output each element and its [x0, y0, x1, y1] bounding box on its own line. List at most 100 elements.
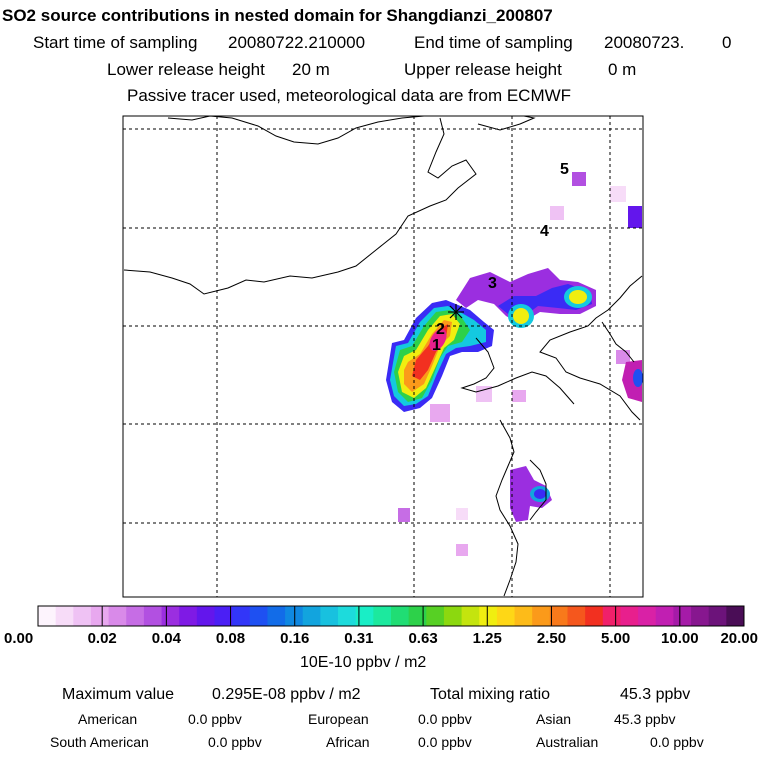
colorbar-tick-label: 0.16 [280, 630, 310, 647]
region-name: South American [50, 734, 149, 750]
colorbar-cell [443, 606, 462, 626]
source-label-5: 5 [560, 161, 569, 178]
colorbar-cell [249, 606, 268, 626]
colorbar-cell [196, 606, 215, 626]
colorbar-cell [461, 606, 480, 626]
end-time-value: 20080723. [604, 33, 685, 52]
coastline [601, 321, 635, 363]
source-label-3: 3 [488, 275, 497, 292]
region-value: 45.3 ppbv [614, 711, 676, 727]
colorbar-cell [479, 606, 498, 626]
colorbar-cell [302, 606, 321, 626]
plume-patch [572, 172, 586, 186]
map-frame [122, 115, 644, 598]
colorbar-cell [267, 606, 286, 626]
colorbar-tick-label: 5.00 [601, 630, 631, 647]
colorbar-cell [126, 606, 145, 626]
colorbar-cell [320, 606, 339, 626]
plume-patch [476, 386, 492, 402]
colorbar-cell [355, 606, 374, 626]
source-label-4: 4 [540, 223, 549, 240]
colorbar-cell [638, 606, 657, 626]
colorbar-cell [143, 606, 162, 626]
start-time-label: Start time of sampling [33, 33, 198, 52]
upper-release-value: 0 m [608, 60, 637, 79]
plume-patch [430, 404, 450, 422]
plume-patch [610, 186, 626, 202]
plume-hotspot [569, 290, 587, 304]
plume-patch [616, 350, 630, 364]
plume-layer [386, 172, 643, 556]
colorbar-cell [567, 606, 586, 626]
tracer-note: Passive tracer used, meteorological data… [127, 86, 572, 105]
region-name: Asian [536, 711, 572, 727]
colorbar-cell [90, 606, 109, 626]
plume-patch [398, 508, 410, 522]
plume-hotspot [513, 308, 529, 324]
colorbar-cell [55, 606, 74, 626]
colorbar-cell [496, 606, 515, 626]
colorbar-tick-label: 2.50 [536, 630, 567, 647]
region-value: 0.0 ppbv [650, 734, 704, 750]
upper-release-label: Upper release height [404, 60, 562, 79]
coastline [539, 275, 643, 421]
colorbar-cell [549, 606, 568, 626]
max-value: 0.295E-08 ppbv / m2 [212, 686, 361, 703]
colorbar-cell [232, 606, 251, 626]
colorbar-cell [655, 606, 674, 626]
region-name: European [308, 711, 369, 727]
colorbar-cell [108, 606, 127, 626]
plume-east-core [633, 369, 643, 387]
region-value: 0.0 ppbv [208, 734, 262, 750]
coastline [495, 419, 519, 597]
page-title: SO2 source contributions in nested domai… [2, 6, 553, 25]
source-label-2: 2 [436, 321, 445, 338]
colorbar-cell [602, 606, 621, 626]
colorbar-cell [426, 606, 445, 626]
colorbar-cell [373, 606, 392, 626]
plume-patch [456, 544, 468, 556]
colorbar-cell [620, 606, 639, 626]
source-label-1: 1 [432, 337, 441, 354]
coastline [529, 459, 547, 521]
region-name: American [78, 711, 138, 727]
lower-release-value: 20 m [292, 60, 330, 79]
colorbar-cell [338, 606, 357, 626]
total-mixing-value: 45.3 ppbv [620, 686, 691, 703]
colorbar-cell [585, 606, 604, 626]
colorbar-unit: 10E-10 ppbv / m2 [300, 654, 427, 671]
plume-patch [628, 206, 642, 228]
plume-core [429, 329, 447, 351]
plume-patch [512, 390, 526, 402]
colorbar-tick-label: 0.08 [215, 630, 246, 647]
region-value: 0.0 ppbv [418, 711, 472, 727]
colorbar-cell [73, 606, 92, 626]
colorbar-cell [532, 606, 551, 626]
region-value: 0.0 ppbv [188, 711, 242, 727]
colorbar-cell [514, 606, 533, 626]
plume-south-core [534, 489, 546, 499]
colorbar-tick-label: 0.00 [4, 630, 34, 647]
colorbar-cell [408, 606, 427, 626]
colorbar-cell [179, 606, 198, 626]
colorbar-cell [214, 606, 233, 626]
coastline [123, 117, 477, 295]
plume-patch [550, 206, 564, 220]
end-time-label: End time of sampling [414, 33, 573, 52]
start-time-value: 20080722.210000 [228, 33, 366, 52]
grid-layer [123, 116, 643, 597]
colorbar-cell [285, 606, 304, 626]
colorbar-tick-label: 1.25 [472, 630, 502, 647]
colorbar-tick-label: 0.63 [408, 630, 438, 647]
receptor-cross-icon [448, 304, 464, 320]
colorbar-tick-label: 10.00 [661, 630, 699, 647]
colorbar-cell [726, 606, 745, 626]
colorbar-frame [37, 605, 745, 627]
coastline [477, 115, 536, 131]
plume-patch [456, 508, 468, 520]
colorbar-cell [691, 606, 710, 626]
colorbar-tick-label: 0.04 [151, 630, 181, 647]
region-value: 0.0 ppbv [418, 734, 472, 750]
max-value-label: Maximum value [62, 686, 175, 703]
